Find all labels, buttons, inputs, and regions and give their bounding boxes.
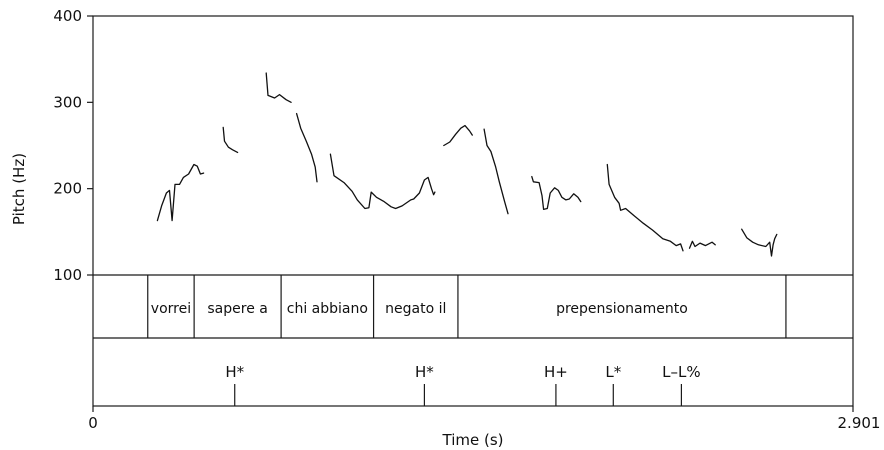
y-tick-label: 100 (53, 266, 82, 284)
tone-label: H* (225, 363, 244, 381)
tone-label: H+ (544, 363, 568, 381)
y-axis: 100 200 300 400 (53, 7, 93, 284)
pitch-contour-8 (531, 175, 582, 211)
pitch-contours (156, 72, 778, 257)
pitch-contour-11 (741, 228, 778, 257)
pitch-contour-9 (606, 163, 684, 252)
y-axis-title: Pitch (Hz) (10, 153, 28, 225)
word-label: negato il (385, 301, 446, 317)
x-tick-label: 0 (88, 414, 98, 432)
tone-tier: H* H* H+ L* L–L% (225, 363, 701, 406)
x-axis: 0 2.901 (88, 406, 880, 432)
pitch-contour-2 (222, 126, 239, 154)
tone-label: H* (415, 363, 434, 381)
pitch-contour-3 (265, 72, 292, 103)
pitch-contour-6 (443, 124, 473, 147)
x-axis-title: Time (s) (442, 431, 504, 449)
y-tick-label: 300 (53, 93, 82, 111)
pitch-contour-1 (156, 163, 205, 222)
y-tick-label: 200 (53, 180, 82, 198)
y-tick-label: 400 (53, 7, 82, 25)
tone-label: L* (605, 363, 621, 381)
x-tick-label: 2.901 (838, 414, 881, 432)
pitch-contour-4 (295, 112, 318, 183)
word-label: chi abbiano (287, 301, 368, 317)
tone-label: L–L% (662, 363, 700, 381)
word-label: sapere a (207, 301, 267, 317)
pitch-contour-10 (688, 240, 716, 249)
word-label: prepensionamento (556, 301, 688, 317)
pitch-contour-7 (483, 128, 509, 215)
word-tier: vorrei sapere a chi abbiano negato il prepen… (147, 275, 787, 338)
pitch-contour-5 (329, 153, 436, 210)
word-label: vorrei (151, 301, 191, 317)
chart-frame (92, 15, 854, 407)
